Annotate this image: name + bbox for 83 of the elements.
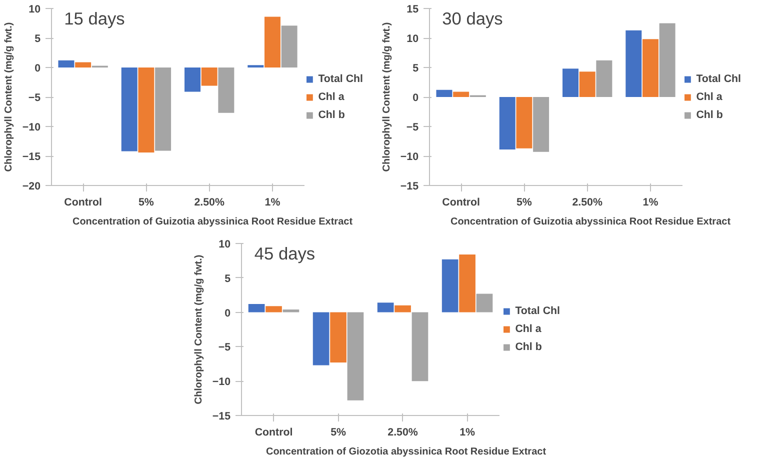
bar — [459, 254, 476, 312]
bar — [659, 23, 676, 97]
bar — [248, 304, 265, 312]
legend-label: Total Chl — [696, 72, 741, 84]
chart-title: 30 days — [442, 8, 504, 28]
bar — [282, 310, 300, 312]
y-tick-label: −10 — [212, 376, 231, 388]
x-tick-label: Control — [64, 196, 102, 208]
bar — [562, 68, 579, 97]
y-tick-label: 0 — [412, 92, 419, 104]
legend-label: Chl b — [318, 108, 345, 120]
bar — [516, 97, 532, 148]
legend-label: Chl a — [515, 323, 542, 335]
y-tick-label: −10 — [22, 122, 41, 134]
y-tick-label: −20 — [22, 180, 41, 192]
x-tick-label: 1% — [264, 196, 281, 208]
y-tick-label: 10 — [28, 4, 41, 16]
x-tick-label: 5% — [138, 196, 154, 208]
bar — [642, 39, 658, 97]
legend-label: Chl a — [696, 90, 722, 102]
bar — [499, 97, 516, 150]
x-axis-title: Concentration of Guizotia abyssinica Root Residue Extract — [450, 216, 732, 228]
bar — [533, 97, 550, 152]
x-tick-label: Control — [254, 426, 293, 438]
bar — [264, 16, 280, 68]
y-axis-title: Chlorophyll Content (mg/g fwt.) — [381, 22, 392, 172]
y-tick-label: 5 — [224, 272, 231, 285]
y-tick-label: −5 — [218, 342, 231, 354]
y-axis-title: Chlorophyll Content (mg/g fwt.) — [3, 22, 14, 172]
bar — [453, 92, 470, 97]
bar — [155, 68, 172, 151]
y-axis-title: Chlorophyll Content (mg/g fwt.) — [193, 254, 204, 404]
y-tick-label: 10 — [218, 238, 231, 250]
legend-label: Chl b — [515, 341, 542, 353]
bar — [436, 90, 452, 97]
chart-title: 15 days — [64, 8, 126, 28]
bar — [377, 302, 394, 312]
x-tick-label: 2.50% — [388, 426, 418, 438]
bar — [138, 68, 154, 152]
x-tick-label: 5% — [516, 196, 532, 208]
x-tick-label: 2.50% — [194, 196, 225, 208]
legend-label: Chl b — [696, 108, 723, 120]
y-tick-label: −15 — [22, 151, 41, 163]
bar — [442, 259, 458, 312]
bar — [266, 306, 282, 312]
bar — [184, 68, 201, 92]
bar — [281, 26, 298, 68]
bar — [58, 60, 74, 68]
bar — [476, 294, 493, 312]
y-tick-label: 15 — [406, 4, 419, 16]
x-tick-label: 1% — [642, 196, 659, 208]
y-tick-label: −5 — [28, 92, 41, 104]
bar — [330, 312, 346, 363]
bar — [201, 68, 218, 86]
chart-title: 45 days — [254, 244, 316, 264]
legend-label: Total Chl — [318, 72, 363, 84]
y-tick-label: 5 — [34, 33, 41, 45]
x-tick-label: 5% — [330, 426, 346, 438]
x-tick-label: 1% — [460, 426, 476, 438]
y-tick-label: 5 — [412, 62, 419, 74]
bar — [218, 68, 234, 113]
x-axis-title: Concentration of Guizotia abyssinica Root Residue Extract — [72, 216, 354, 228]
bar — [596, 60, 612, 97]
bar — [412, 312, 428, 382]
bar — [394, 305, 411, 312]
y-tick-label: −10 — [400, 151, 419, 163]
y-tick-label: 0 — [34, 62, 41, 74]
y-tick-label: −15 — [212, 410, 231, 422]
y-tick-label: 0 — [224, 307, 231, 320]
legend-label: Chl a — [318, 90, 344, 102]
bar — [312, 312, 330, 366]
y-tick-label: −5 — [406, 122, 419, 134]
x-axis-title: Concentration of Giozotia abyssinica Root Residue Extract — [266, 446, 547, 458]
bar — [121, 68, 138, 152]
bar — [75, 62, 92, 68]
bar — [626, 30, 642, 97]
bar — [347, 312, 364, 400]
legend-label: Total Chl — [515, 305, 560, 317]
x-tick-label: 2.50% — [572, 196, 603, 208]
bar — [579, 72, 596, 97]
y-tick-label: −15 — [400, 180, 419, 192]
y-tick-label: 10 — [406, 33, 419, 45]
x-tick-label: Control — [442, 196, 480, 208]
